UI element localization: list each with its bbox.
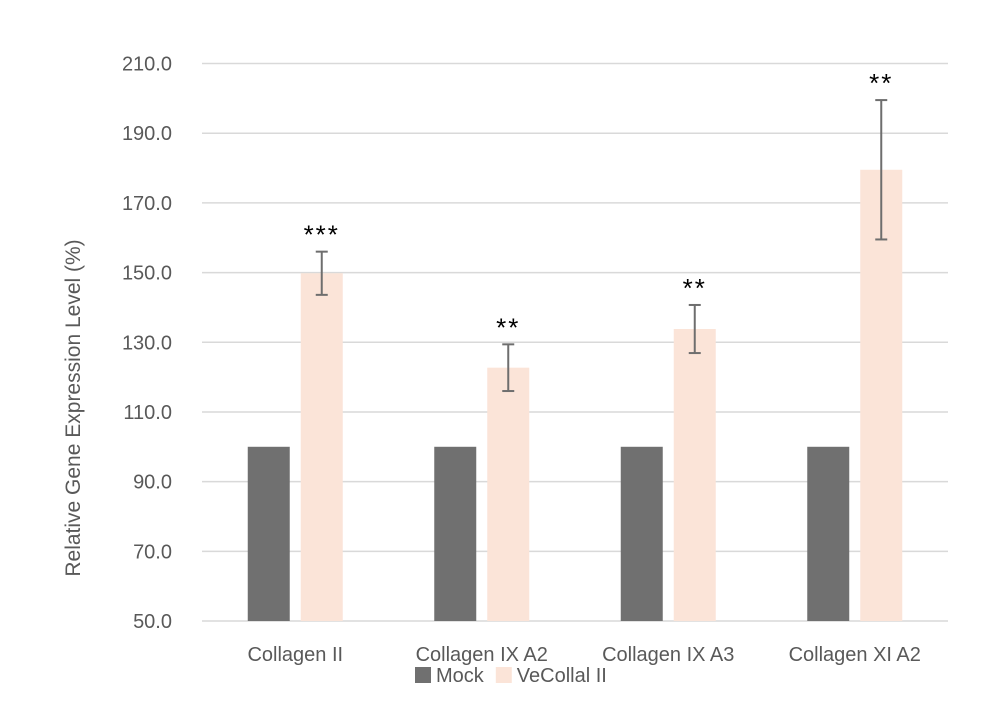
y-tick-label: 90.0	[133, 472, 172, 494]
legend-label: Mock	[436, 665, 485, 687]
x-tick-label: Collagen XI A2	[789, 644, 921, 666]
bar-vecollal-ii	[673, 329, 716, 621]
legend-swatch	[415, 667, 431, 683]
bars: *********	[247, 68, 903, 621]
y-tick-label: 210.0	[122, 54, 172, 76]
bar-mock	[620, 446, 663, 621]
bar-mock	[807, 446, 850, 621]
significance-annotation: **	[683, 273, 707, 303]
significance-annotation: ***	[304, 220, 340, 250]
y-tick-label: 50.0	[133, 611, 172, 633]
y-axis-ticks: 50.0 70.0 90.0 110.0 130.0 150.0 170.0 190.0 210…	[122, 54, 172, 634]
y-axis-label: Relative Gene Expression Level (%)	[62, 239, 85, 576]
x-tick-label: Collagen IX A3	[602, 644, 734, 666]
bar-mock	[434, 446, 477, 621]
bar-vecollal-ii	[300, 273, 343, 621]
significance-annotation: **	[496, 312, 520, 342]
bar-vecollal-ii	[487, 367, 530, 621]
y-tick-label: 70.0	[133, 541, 172, 563]
legend-swatch	[495, 667, 512, 683]
x-tick-label: Collagen IX A2	[416, 644, 548, 666]
bar-vecollal-ii	[860, 169, 903, 621]
y-tick-label: 130.0	[122, 332, 172, 354]
bar-mock	[247, 446, 290, 621]
x-axis-ticks: Collagen II Collagen IX A2 Collagen IX A3 C…	[247, 644, 920, 666]
significance-annotation: **	[869, 68, 893, 98]
y-tick-label: 190.0	[122, 123, 172, 145]
y-tick-label: 110.0	[123, 402, 172, 424]
legend-label: VeCollal II	[517, 665, 607, 687]
y-tick-label: 150.0	[122, 263, 172, 285]
y-tick-label: 170.0	[122, 193, 172, 215]
legend: Mock VeCollal II	[415, 665, 607, 687]
x-tick-label: Collagen II	[247, 644, 343, 666]
